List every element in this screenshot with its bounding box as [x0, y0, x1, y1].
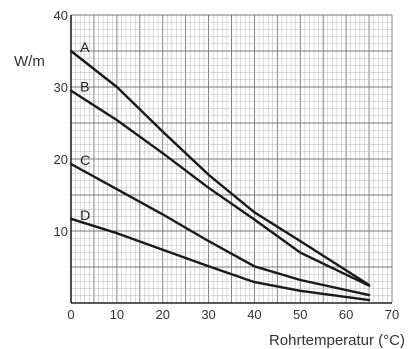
- x-tick-label: 60: [339, 307, 353, 322]
- x-tick-label: 70: [385, 307, 399, 322]
- x-axis-label: Rohrtemperatur (°C): [269, 332, 405, 349]
- chart-grid: [70, 14, 393, 304]
- series-line-d: [69, 217, 371, 302]
- y-tick-label: 10: [54, 224, 68, 239]
- series-line-a: [69, 49, 371, 287]
- series-label-b: B: [80, 79, 89, 95]
- x-tick-label: 50: [293, 307, 307, 322]
- x-tick-label: 10: [110, 307, 124, 322]
- series-label-d: D: [80, 207, 90, 223]
- axis-ticks: 0 10 20 30 40 50 60 70 10 20 30 40: [54, 8, 400, 322]
- series-label-c: C: [80, 152, 90, 168]
- y-tick-label: 40: [54, 8, 68, 23]
- y-tick-label: 20: [54, 152, 68, 167]
- y-axis-label: W/m: [14, 53, 45, 70]
- x-tick-label: 20: [155, 307, 169, 322]
- x-tick-label: 40: [247, 307, 261, 322]
- chart-series: A B C D: [69, 39, 371, 302]
- x-tick-label: 30: [201, 307, 215, 322]
- y-tick-label: 30: [54, 80, 68, 95]
- series-line-b: [69, 89, 371, 287]
- series-line-c: [69, 162, 371, 297]
- x-tick-label: 0: [67, 307, 74, 322]
- series-label-a: A: [80, 39, 90, 55]
